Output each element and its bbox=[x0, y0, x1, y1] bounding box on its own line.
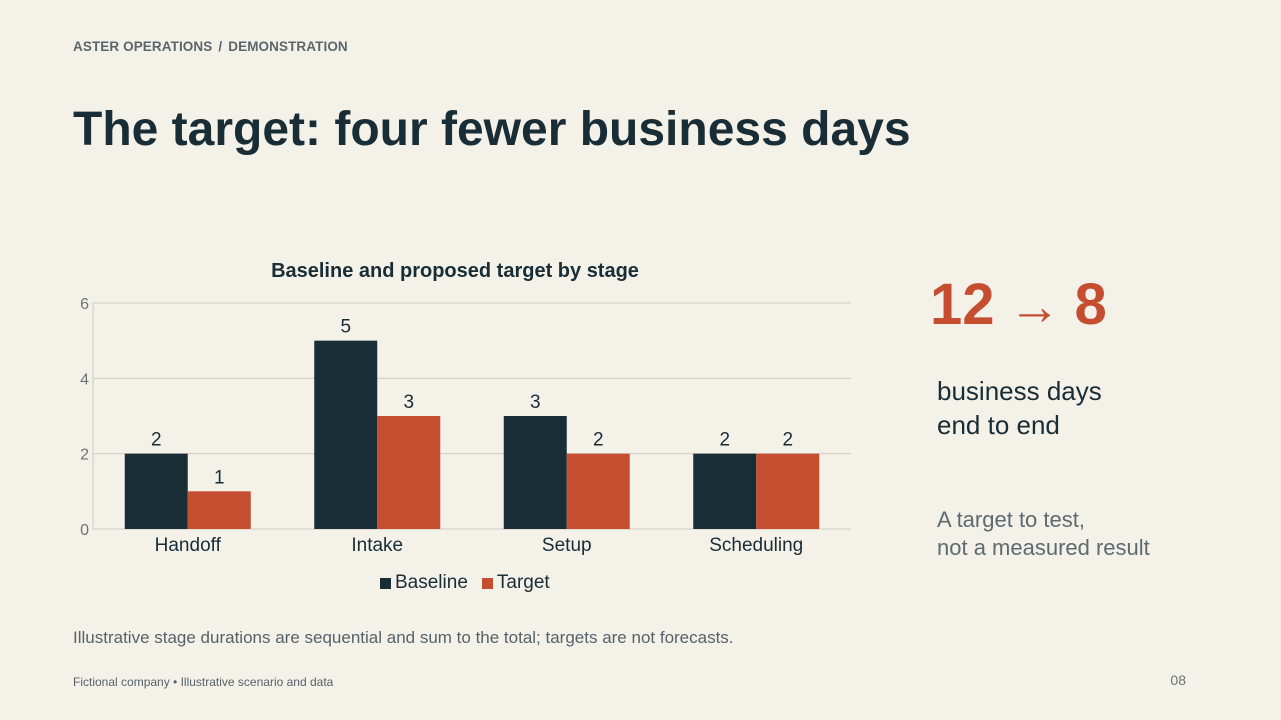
footnote: Illustrative stage durations are sequent… bbox=[73, 628, 734, 647]
breadcrumb-section: DEMONSTRATION bbox=[228, 39, 348, 54]
kpi-label: business days end to end bbox=[937, 374, 1197, 442]
data-label: 2 bbox=[719, 430, 730, 451]
breadcrumb-separator: / bbox=[218, 39, 223, 54]
bar-baseline-handoff bbox=[124, 453, 188, 529]
breadcrumb: ASTER OPERATIONS / DEMONSTRATION bbox=[73, 39, 348, 54]
data-label: 3 bbox=[530, 392, 541, 413]
legend-swatch-target bbox=[481, 577, 493, 589]
breadcrumb-org: ASTER OPERATIONS bbox=[73, 39, 213, 54]
kpi-note-line1: A target to test, bbox=[937, 507, 1085, 532]
kpi-to: 8 bbox=[1074, 272, 1107, 337]
y-tick-label: 4 bbox=[80, 371, 89, 388]
y-tick-label: 0 bbox=[80, 522, 89, 539]
data-label: 2 bbox=[782, 430, 793, 451]
kpi-note-line2: not a measured result bbox=[937, 535, 1150, 560]
legend-item-target: Target bbox=[481, 572, 550, 594]
kpi-value: 12 → 8 bbox=[930, 272, 1107, 340]
data-label: 2 bbox=[151, 430, 162, 451]
bar-target-intake bbox=[377, 416, 441, 529]
x-tick-label: Setup bbox=[542, 535, 592, 556]
legend-label-baseline: Baseline bbox=[395, 572, 468, 593]
bar-target-scheduling bbox=[756, 453, 820, 529]
bar-baseline-setup bbox=[503, 416, 567, 529]
kpi-label-line2: end to end bbox=[937, 410, 1060, 440]
bar-baseline-scheduling bbox=[693, 453, 757, 529]
data-label: 3 bbox=[403, 392, 414, 413]
kpi-arrow-icon: → bbox=[1008, 278, 1061, 336]
data-label: 1 bbox=[214, 467, 225, 488]
chart-canvas: Baseline and proposed target by stage 0 2 4… bbox=[80, 260, 851, 556]
bar-baseline-intake bbox=[314, 340, 378, 529]
chart-legend: Baseline Target bbox=[380, 572, 550, 594]
x-tick-label: Handoff bbox=[155, 535, 222, 556]
kpi-note: A target to test, not a measured result bbox=[937, 506, 1237, 562]
bar-target-setup bbox=[566, 453, 630, 529]
kpi-from: 12 bbox=[930, 272, 995, 337]
footer-text: Fictional company • Illustrative scenari… bbox=[73, 675, 334, 689]
chart-title: Baseline and proposed target by stage bbox=[271, 260, 639, 282]
kpi-label-line1: business days bbox=[937, 376, 1102, 406]
data-label: 5 bbox=[340, 317, 351, 338]
y-tick-label: 6 bbox=[80, 296, 89, 313]
page-title: The target: four fewer business days bbox=[73, 103, 911, 156]
bar-chart: Baseline and proposed target by stage 0 2 4… bbox=[60, 250, 860, 610]
legend-swatch-baseline bbox=[380, 577, 391, 589]
legend-item-baseline: Baseline bbox=[380, 572, 468, 594]
x-tick-label: Scheduling bbox=[709, 535, 803, 556]
page-number: 08 bbox=[1170, 672, 1186, 688]
data-label: 2 bbox=[593, 430, 604, 451]
bar-target-handoff bbox=[187, 491, 251, 529]
y-tick-label: 2 bbox=[80, 447, 89, 464]
legend-label-target: Target bbox=[496, 572, 550, 593]
x-tick-label: Intake bbox=[351, 535, 403, 556]
